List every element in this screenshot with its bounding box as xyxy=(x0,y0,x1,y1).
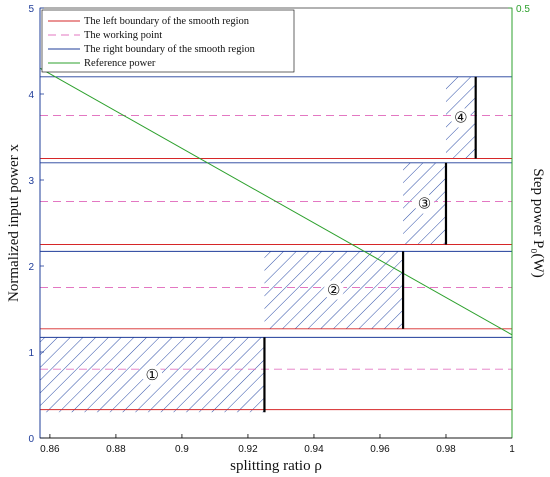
region-boundary-bars xyxy=(263,76,477,413)
region-labels: ① ② ③ ④ xyxy=(142,107,471,385)
legend-label-reference-power: Reference power xyxy=(84,58,156,69)
y-left-tick-label-0: 0 xyxy=(28,434,34,445)
x-tick-label-5: 0.96 xyxy=(370,444,390,455)
axis-ticks: 0.86 0.88 0.9 0.92 0.94 0.96 0.98 1 0 1 2 3 4 5 0.5 xyxy=(28,4,530,455)
legend-box xyxy=(41,9,295,73)
x-tick-label-7: 1 xyxy=(509,444,515,455)
y-left-tick-label-2: 2 xyxy=(28,262,34,273)
x-axis-label: splitting ratio ρ xyxy=(230,458,322,474)
y-left-axis-label: Normalized input power x xyxy=(6,144,22,302)
legend-label-right-boundary: The right boundary of the smooth region xyxy=(84,44,256,55)
region-label-3: ③ xyxy=(418,197,431,213)
x-tick-label-4: 0.94 xyxy=(304,444,324,455)
region-label-bg-1 xyxy=(142,364,163,385)
y-right-tick-label-0: 0.5 xyxy=(516,4,530,15)
x-tick-label-1: 0.88 xyxy=(106,444,126,455)
region-label-bg-4 xyxy=(450,107,471,128)
region-label-4: ④ xyxy=(454,111,467,127)
x-tick-label-6: 0.98 xyxy=(436,444,456,455)
y-right-axis-label: Step power P₀(W) xyxy=(530,168,546,277)
y-left-tick-label-5: 5 xyxy=(28,4,34,15)
region-label-bg-2 xyxy=(323,280,344,301)
y-left-tick-label-4: 4 xyxy=(28,90,34,101)
x-tick-label-3: 0.92 xyxy=(238,444,258,455)
y-left-tick-label-3: 3 xyxy=(28,176,34,187)
x-tick-label-0: 0.86 xyxy=(40,444,60,455)
legend-label-working-point: The working point xyxy=(84,30,162,41)
region-label-1: ① xyxy=(145,368,158,384)
y-left-tick-label-1: 1 xyxy=(28,348,34,359)
legend: The left boundary of the smooth region T… xyxy=(41,9,295,73)
region-label-2: ② xyxy=(327,283,340,299)
x-tick-label-2: 0.9 xyxy=(175,444,189,455)
reference-power-layer xyxy=(39,67,513,336)
legend-label-left-boundary: The left boundary of the smooth region xyxy=(84,16,250,27)
hatched-regions xyxy=(40,76,476,413)
reference-power-line xyxy=(39,67,513,336)
region-label-bg-3 xyxy=(414,193,435,214)
